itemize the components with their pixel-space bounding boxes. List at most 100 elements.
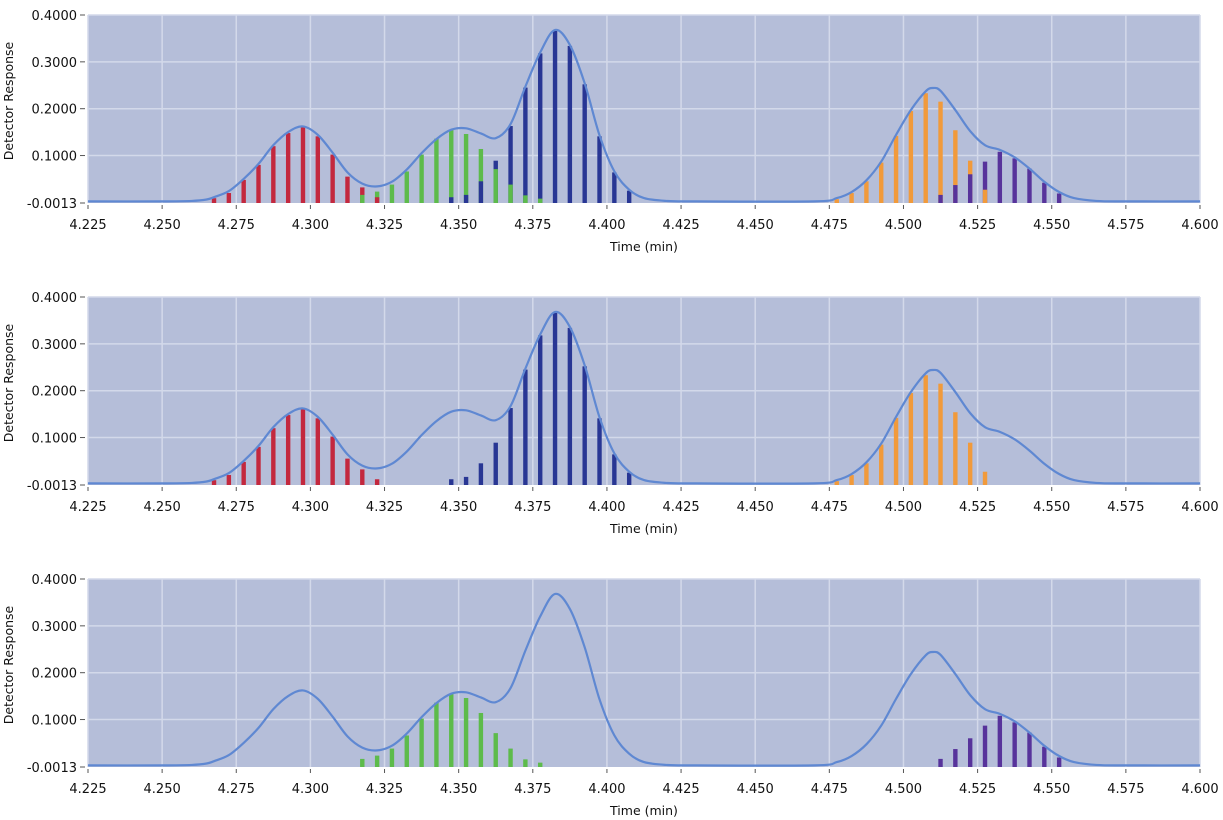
bar-red xyxy=(211,198,217,203)
bar-green xyxy=(404,171,409,203)
bar-green xyxy=(493,733,498,767)
bar-blue xyxy=(612,454,617,485)
x-tick-label: 4.300 xyxy=(292,500,329,515)
x-tick-label: 4.250 xyxy=(144,500,181,515)
bar-red xyxy=(330,154,335,203)
bar-green xyxy=(389,184,395,203)
y-tick-label: 0.3000 xyxy=(32,338,78,353)
y-tick-label: 0.4000 xyxy=(32,291,78,306)
bar-blue xyxy=(626,190,632,203)
bar-orange xyxy=(938,383,943,485)
bar-purple xyxy=(997,151,1003,203)
bar-blue xyxy=(463,476,469,485)
x-tick-label: 4.350 xyxy=(440,218,477,233)
bar-red xyxy=(256,446,261,485)
x-tick-label: 4.600 xyxy=(1181,500,1218,515)
bar-blue xyxy=(449,479,454,485)
bar-purple xyxy=(967,738,973,767)
chart-panel-1: 4.225 4.250 4.275 4.300 4.325 4.350 4.375 4.400… xyxy=(1,9,1219,254)
bar-purple xyxy=(1012,158,1017,203)
bar-red xyxy=(285,133,291,203)
bar-red xyxy=(256,164,261,203)
bar-orange xyxy=(938,101,943,203)
y-tick-label: 0.4000 xyxy=(32,9,78,24)
x-tick-label: 4.600 xyxy=(1181,218,1218,233)
bar-purple xyxy=(982,725,988,767)
bar-blue xyxy=(597,136,602,203)
x-tick-label: 4.250 xyxy=(144,782,181,797)
bar-blue xyxy=(582,84,587,203)
bar-blue xyxy=(523,369,528,485)
bar-orange xyxy=(864,463,869,485)
x-tick-label: 4.475 xyxy=(811,782,848,797)
bar-blue xyxy=(582,366,587,485)
bar-red xyxy=(300,409,306,485)
y-tick-label: 0.3000 xyxy=(32,56,78,71)
x-tick-label: 4.500 xyxy=(885,782,922,797)
x-tick-label: 4.325 xyxy=(366,218,403,233)
bar-green xyxy=(404,735,409,767)
x-axis-title: Time (min) xyxy=(609,239,678,254)
bar-red xyxy=(271,428,276,485)
bar-red xyxy=(315,136,321,203)
bar-green xyxy=(360,194,365,203)
bar-orange xyxy=(834,481,839,485)
bar-blue xyxy=(612,172,617,203)
x-tick-label: 4.475 xyxy=(811,500,848,515)
bar-green xyxy=(419,718,424,767)
x-axis-title: Time (min) xyxy=(609,521,678,536)
bar-green xyxy=(493,169,498,203)
x-tick-label: 4.375 xyxy=(514,782,551,797)
x-tick-label: 4.450 xyxy=(737,782,774,797)
bar-orange xyxy=(849,475,854,485)
bar-orange xyxy=(953,412,958,485)
bar-orange xyxy=(923,375,928,485)
bar-blue xyxy=(478,463,484,485)
chart-panel-2: 4.225 4.250 4.275 4.300 4.325 4.350 4.375 4.400… xyxy=(1,291,1219,536)
bar-red xyxy=(211,480,217,485)
bar-blue xyxy=(538,53,543,204)
y-tick-label: 0.3000 xyxy=(32,620,78,635)
bar-green xyxy=(523,195,528,203)
x-tick-label: 4.525 xyxy=(959,500,996,515)
x-axis-title: Time (min) xyxy=(609,803,678,818)
bar-purple xyxy=(1012,722,1017,767)
bar-orange xyxy=(834,199,839,203)
bar-blue xyxy=(478,181,484,203)
bar-blue xyxy=(552,312,558,485)
y-tick-label: -0.0013 xyxy=(27,197,77,212)
bar-blue xyxy=(493,442,498,485)
bar-red xyxy=(315,418,321,485)
x-tick-label: 4.225 xyxy=(69,500,106,515)
bar-orange xyxy=(879,444,884,485)
detector-trace-line xyxy=(87,28,1201,203)
bar-green xyxy=(449,129,454,203)
x-tick-label: 4.500 xyxy=(885,500,922,515)
y-tick-label: -0.0013 xyxy=(27,479,77,494)
bar-blue xyxy=(567,45,573,203)
x-tick-label: 4.250 xyxy=(144,218,181,233)
bar-orange xyxy=(982,189,988,203)
x-tick-label: 4.575 xyxy=(1107,500,1144,515)
x-tick-label: 4.350 xyxy=(440,500,477,515)
bar-green xyxy=(434,138,439,203)
y-tick-label: 0.1000 xyxy=(32,714,78,729)
x-tick-label: 4.325 xyxy=(366,782,403,797)
y-axis-title: Detector Response xyxy=(1,41,16,160)
bar-purple xyxy=(982,161,988,203)
bar-green xyxy=(434,702,439,767)
bar-green xyxy=(449,693,454,767)
detector-trace-line xyxy=(87,592,1201,767)
x-tick-label: 4.425 xyxy=(662,500,699,515)
x-tick-label: 4.325 xyxy=(366,500,403,515)
bar-blue xyxy=(552,30,558,203)
y-tick-label: 0.2000 xyxy=(32,667,78,682)
bar-green xyxy=(538,198,543,203)
x-tick-label: 4.550 xyxy=(1033,500,1070,515)
x-tick-label: 4.275 xyxy=(218,782,255,797)
bar-purple xyxy=(967,174,973,203)
x-tick-label: 4.425 xyxy=(662,782,699,797)
bar-red xyxy=(271,146,276,203)
bar-orange xyxy=(953,130,958,203)
